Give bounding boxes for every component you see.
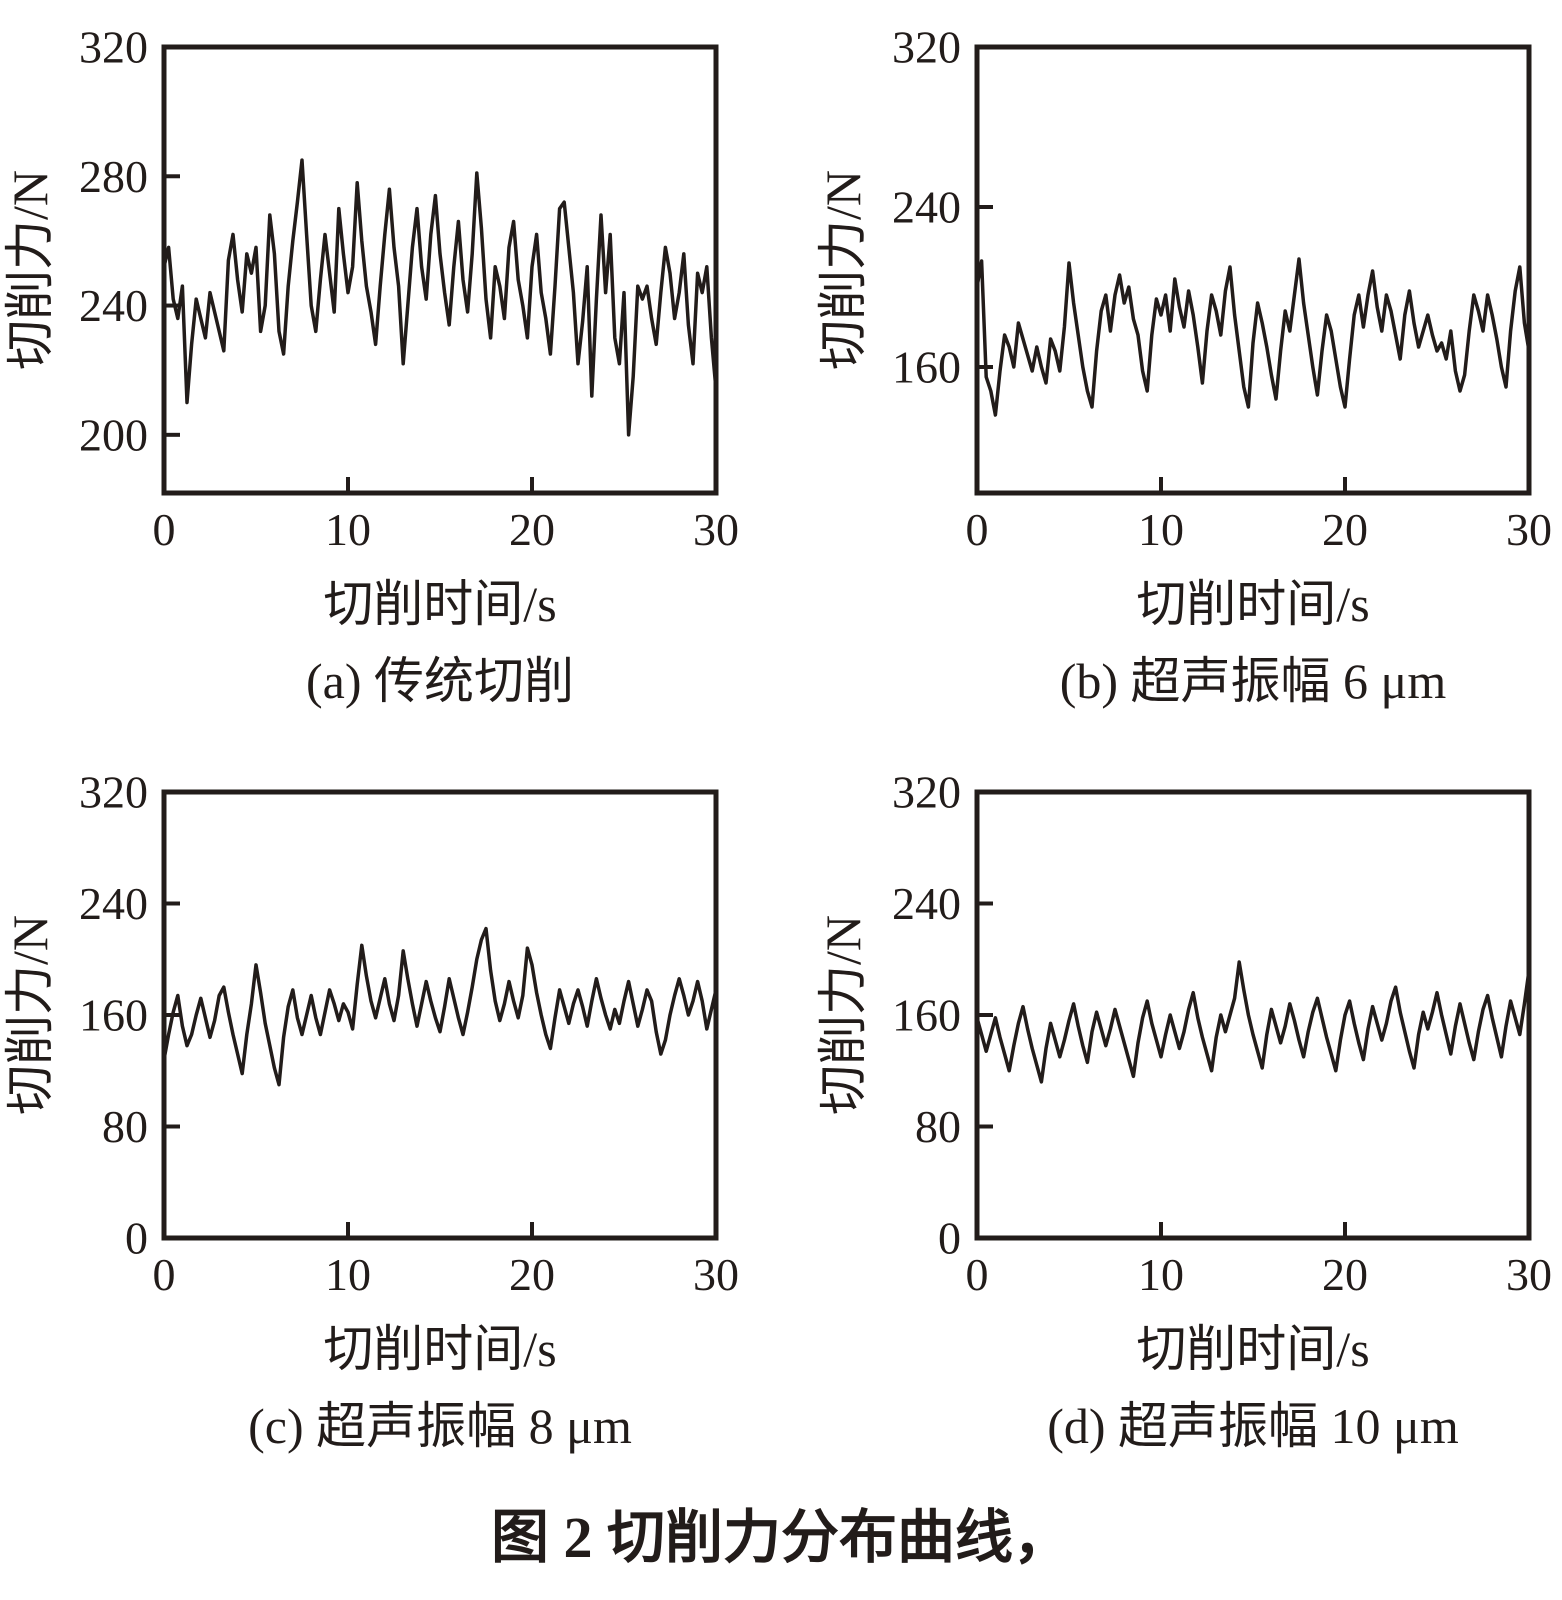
x-axis-title-d: 切削时间/s — [1136, 1321, 1370, 1377]
x-tick-label: 10 — [325, 1249, 371, 1300]
x-tick-label: 20 — [1322, 1249, 1368, 1300]
x-axis-title-a: 切削时间/s — [323, 576, 557, 632]
y-axis-title: 切削力/N — [815, 170, 871, 370]
y-tick-label: 0 — [125, 1213, 148, 1264]
y-tick-label: 320 — [892, 22, 961, 73]
y-tick-label: 240 — [79, 280, 148, 331]
y-tick-label: 320 — [79, 22, 148, 73]
x-tick-label: 20 — [509, 1249, 555, 1300]
x-tick-label: 10 — [1138, 504, 1184, 555]
subcaption-a: (a) 传统切削 — [306, 653, 574, 709]
figure-caption: 图 2 切削力分布曲线， — [490, 1505, 1071, 1570]
y-axis-title: 切削力/N — [815, 915, 871, 1115]
y-tick-label: 160 — [79, 990, 148, 1041]
x-tick-label: 20 — [509, 504, 555, 555]
panel-c: 0 80 160 240 320 0 10 20 30 切削力/N 切削时间/s (c) 超声振幅… — [0, 745, 749, 1490]
y-tick-label: 0 — [938, 1213, 961, 1264]
plot-frame — [161, 789, 719, 1241]
y-tick-label: 320 — [79, 767, 148, 818]
panel-d: 0 80 160 240 320 0 10 20 30 切削力/N 切削时间/s (d) 超声振幅… — [813, 745, 1562, 1490]
y-tick-label: 240 — [79, 878, 148, 929]
subcaption-c: (c) 超声振幅 8 μm — [248, 1398, 632, 1454]
y-tick-label: 320 — [892, 767, 961, 818]
y-tick-label: 160 — [892, 342, 961, 393]
x-tick-label: 30 — [1506, 1249, 1552, 1300]
plot-frame — [161, 44, 719, 496]
y-tick-label: 80 — [915, 1101, 961, 1152]
x-tick-label: 30 — [693, 1249, 739, 1300]
subcaption-d: (d) 超声振幅 10 μm — [1047, 1398, 1459, 1454]
panel-b: 160 240 320 0 10 20 30 切削力/N 切削时间/s (b) 超声振幅 6 … — [813, 0, 1562, 745]
x-tick-label: 0 — [966, 504, 989, 555]
x-tick-label: 30 — [1506, 504, 1552, 555]
chart-a: 200 240 280 320 0 10 20 30 切削力/N — [2, 22, 739, 555]
x-tick-label: 10 — [325, 504, 371, 555]
x-tick-label: 30 — [693, 504, 739, 555]
plot-frame — [974, 789, 1532, 1241]
force-curve — [162, 926, 718, 1087]
x-tick-label: 10 — [1138, 1249, 1184, 1300]
y-axis-title: 切削力/N — [2, 170, 58, 370]
force-curve — [975, 257, 1531, 417]
y-axis-title: 切削力/N — [2, 915, 58, 1115]
subcaption-b: (b) 超声振幅 6 μm — [1059, 653, 1447, 709]
chart-c: 0 80 160 240 320 0 10 20 30 切削力/N — [2, 767, 739, 1300]
x-tick-label: 20 — [1322, 504, 1368, 555]
plot-frame — [974, 44, 1532, 496]
force-curve — [162, 158, 718, 437]
y-tick-label: 200 — [79, 409, 148, 460]
panel-a: 200 240 280 320 0 10 20 30 切削力/N 切削时间/s (a) 传统切削 — [0, 0, 749, 745]
chart-b: 160 240 320 0 10 20 30 切削力/N — [815, 22, 1552, 555]
x-axis-title-b: 切削时间/s — [1136, 576, 1370, 632]
y-tick-label: 240 — [892, 182, 961, 233]
x-tick-label: 0 — [153, 1249, 176, 1300]
x-tick-label: 0 — [153, 504, 176, 555]
y-tick-label: 280 — [79, 151, 148, 202]
chart-d: 0 80 160 240 320 0 10 20 30 切削力/N — [815, 767, 1552, 1300]
force-curve — [975, 960, 1531, 1084]
y-tick-label: 160 — [892, 990, 961, 1041]
x-tick-label: 0 — [966, 1249, 989, 1300]
y-tick-label: 240 — [892, 878, 961, 929]
x-axis-title-c: 切削时间/s — [323, 1321, 557, 1377]
y-tick-label: 80 — [102, 1101, 148, 1152]
